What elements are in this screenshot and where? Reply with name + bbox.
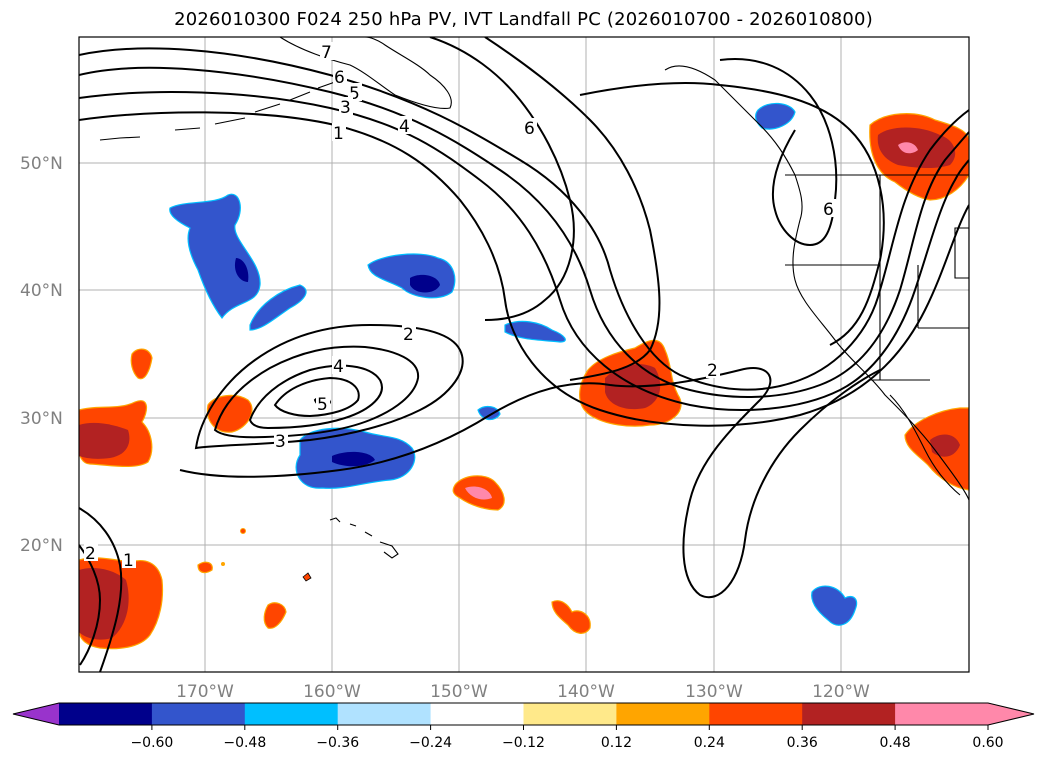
pv-blob xyxy=(930,434,960,457)
pv-blob xyxy=(410,274,440,293)
contour-line xyxy=(484,37,661,381)
pv-blob xyxy=(898,142,918,154)
lon-label: 150°W xyxy=(430,682,488,702)
pv-blob xyxy=(551,600,591,634)
contour-line xyxy=(579,82,885,346)
colorbar-tick-label: −0.48 xyxy=(223,735,266,751)
colorbar-tick-label: 0.48 xyxy=(880,735,911,751)
pv-contours xyxy=(79,37,969,672)
contour-label: 6 xyxy=(334,68,345,88)
contour-label: 3 xyxy=(340,98,351,118)
colorbar-tick-label: 0.12 xyxy=(601,735,632,751)
colorbar-tick-label: −0.60 xyxy=(130,735,173,751)
contour-line xyxy=(79,47,969,391)
longitude-labels: 170°W 160°W 150°W 140°W 130°W 120°W xyxy=(176,682,870,702)
state-border xyxy=(785,175,969,380)
pv-blob xyxy=(811,585,858,626)
colorbar-segment xyxy=(59,703,153,725)
negative-pv-areas xyxy=(169,102,858,626)
pv-blob xyxy=(79,422,130,459)
contour-line xyxy=(79,91,969,411)
colorbar-segment xyxy=(244,703,339,725)
alaska-coast xyxy=(279,37,452,109)
colorbar-tick-label: 0.24 xyxy=(694,735,725,751)
contour-label: 5 xyxy=(317,395,328,415)
pv-blob xyxy=(477,405,501,421)
colorbar-tick-label: −0.24 xyxy=(409,735,452,751)
lon-label: 160°W xyxy=(303,682,361,702)
lat-label: 50°N xyxy=(20,154,63,174)
baja-california xyxy=(889,394,961,496)
lat-label: 30°N xyxy=(20,409,63,429)
contour-labels: 7 6 5 3 1 4 6 6 2 4 5 3 2 2 1 xyxy=(84,42,836,571)
contour-label: 4 xyxy=(333,357,344,377)
us-west-coast xyxy=(792,219,969,501)
lat-label: 20°N xyxy=(20,536,63,556)
map-area xyxy=(79,37,969,672)
contour-label: 6 xyxy=(823,200,834,220)
contour-line xyxy=(429,37,575,321)
contour-label: 7 xyxy=(321,43,332,63)
bc-coast xyxy=(664,65,803,221)
contour-label: 5 xyxy=(349,84,360,104)
contour-label: 1 xyxy=(123,551,134,571)
contour-label: 2 xyxy=(707,361,718,381)
contour-label: 1 xyxy=(333,124,344,144)
colorbar-segment xyxy=(337,703,432,725)
colorbar-tick-label: 0.60 xyxy=(972,735,1003,751)
colorbar-tick-label: −0.12 xyxy=(502,735,545,751)
colorbar-tick-label: 0.36 xyxy=(787,735,818,751)
contour-line xyxy=(719,58,838,247)
lon-label: 140°W xyxy=(557,682,615,702)
latitude-labels: 50°N 40°N 30°N 20°N xyxy=(20,154,63,556)
pv-blob xyxy=(221,562,225,566)
pv-blob xyxy=(755,102,796,130)
lat-label: 40°N xyxy=(20,281,63,301)
contour-line xyxy=(248,364,383,430)
contour-label: 2 xyxy=(85,544,96,564)
colorbar-tick-label: −0.36 xyxy=(316,735,359,751)
pv-blob xyxy=(240,528,246,534)
colorbar-segment xyxy=(523,703,617,725)
lon-label: 130°W xyxy=(685,682,743,702)
colorbar-segment xyxy=(895,703,989,725)
contour-label: 2 xyxy=(403,325,414,345)
pv-blob xyxy=(249,284,307,331)
map-frame xyxy=(78,36,970,673)
contour-line xyxy=(213,345,420,439)
colorbar-segment xyxy=(430,703,524,725)
contour-line xyxy=(273,376,360,418)
pv-blob xyxy=(332,451,375,467)
contour-line xyxy=(79,507,123,672)
contour-label: 6 xyxy=(524,119,535,139)
coastlines xyxy=(99,37,969,559)
contour-label: 4 xyxy=(399,117,410,137)
contour-line xyxy=(179,367,881,598)
aleutian-islands xyxy=(99,81,336,141)
colorbar-segment xyxy=(709,703,803,725)
pv-blob xyxy=(302,572,312,582)
hawaii-islands xyxy=(329,517,399,559)
colorbar-segment xyxy=(151,703,246,725)
pv-blob xyxy=(465,486,492,500)
colorbar-segment xyxy=(616,703,710,725)
lon-label: 120°W xyxy=(812,682,870,702)
colorbar: −0.60 −0.48 −0.36 −0.24 −0.12 0.12 0.24 0.36 0.4… xyxy=(12,702,1035,751)
colorbar-segment xyxy=(802,703,896,725)
contour-line xyxy=(194,323,464,450)
colorbar-extend-low xyxy=(13,703,59,725)
pv-blob xyxy=(234,258,249,282)
pv-blob xyxy=(197,561,213,574)
pv-blob xyxy=(130,348,153,380)
pv-blob xyxy=(504,320,566,343)
pv-blob xyxy=(263,602,287,629)
contour-label: 3 xyxy=(275,432,286,452)
colorbar-extend-high xyxy=(988,703,1034,725)
pv-blob xyxy=(169,193,261,320)
lon-label: 170°W xyxy=(176,682,234,702)
contour-line xyxy=(79,66,969,398)
map-title: 2026010300 F024 250 hPa PV, IVT Landfall… xyxy=(174,9,873,30)
